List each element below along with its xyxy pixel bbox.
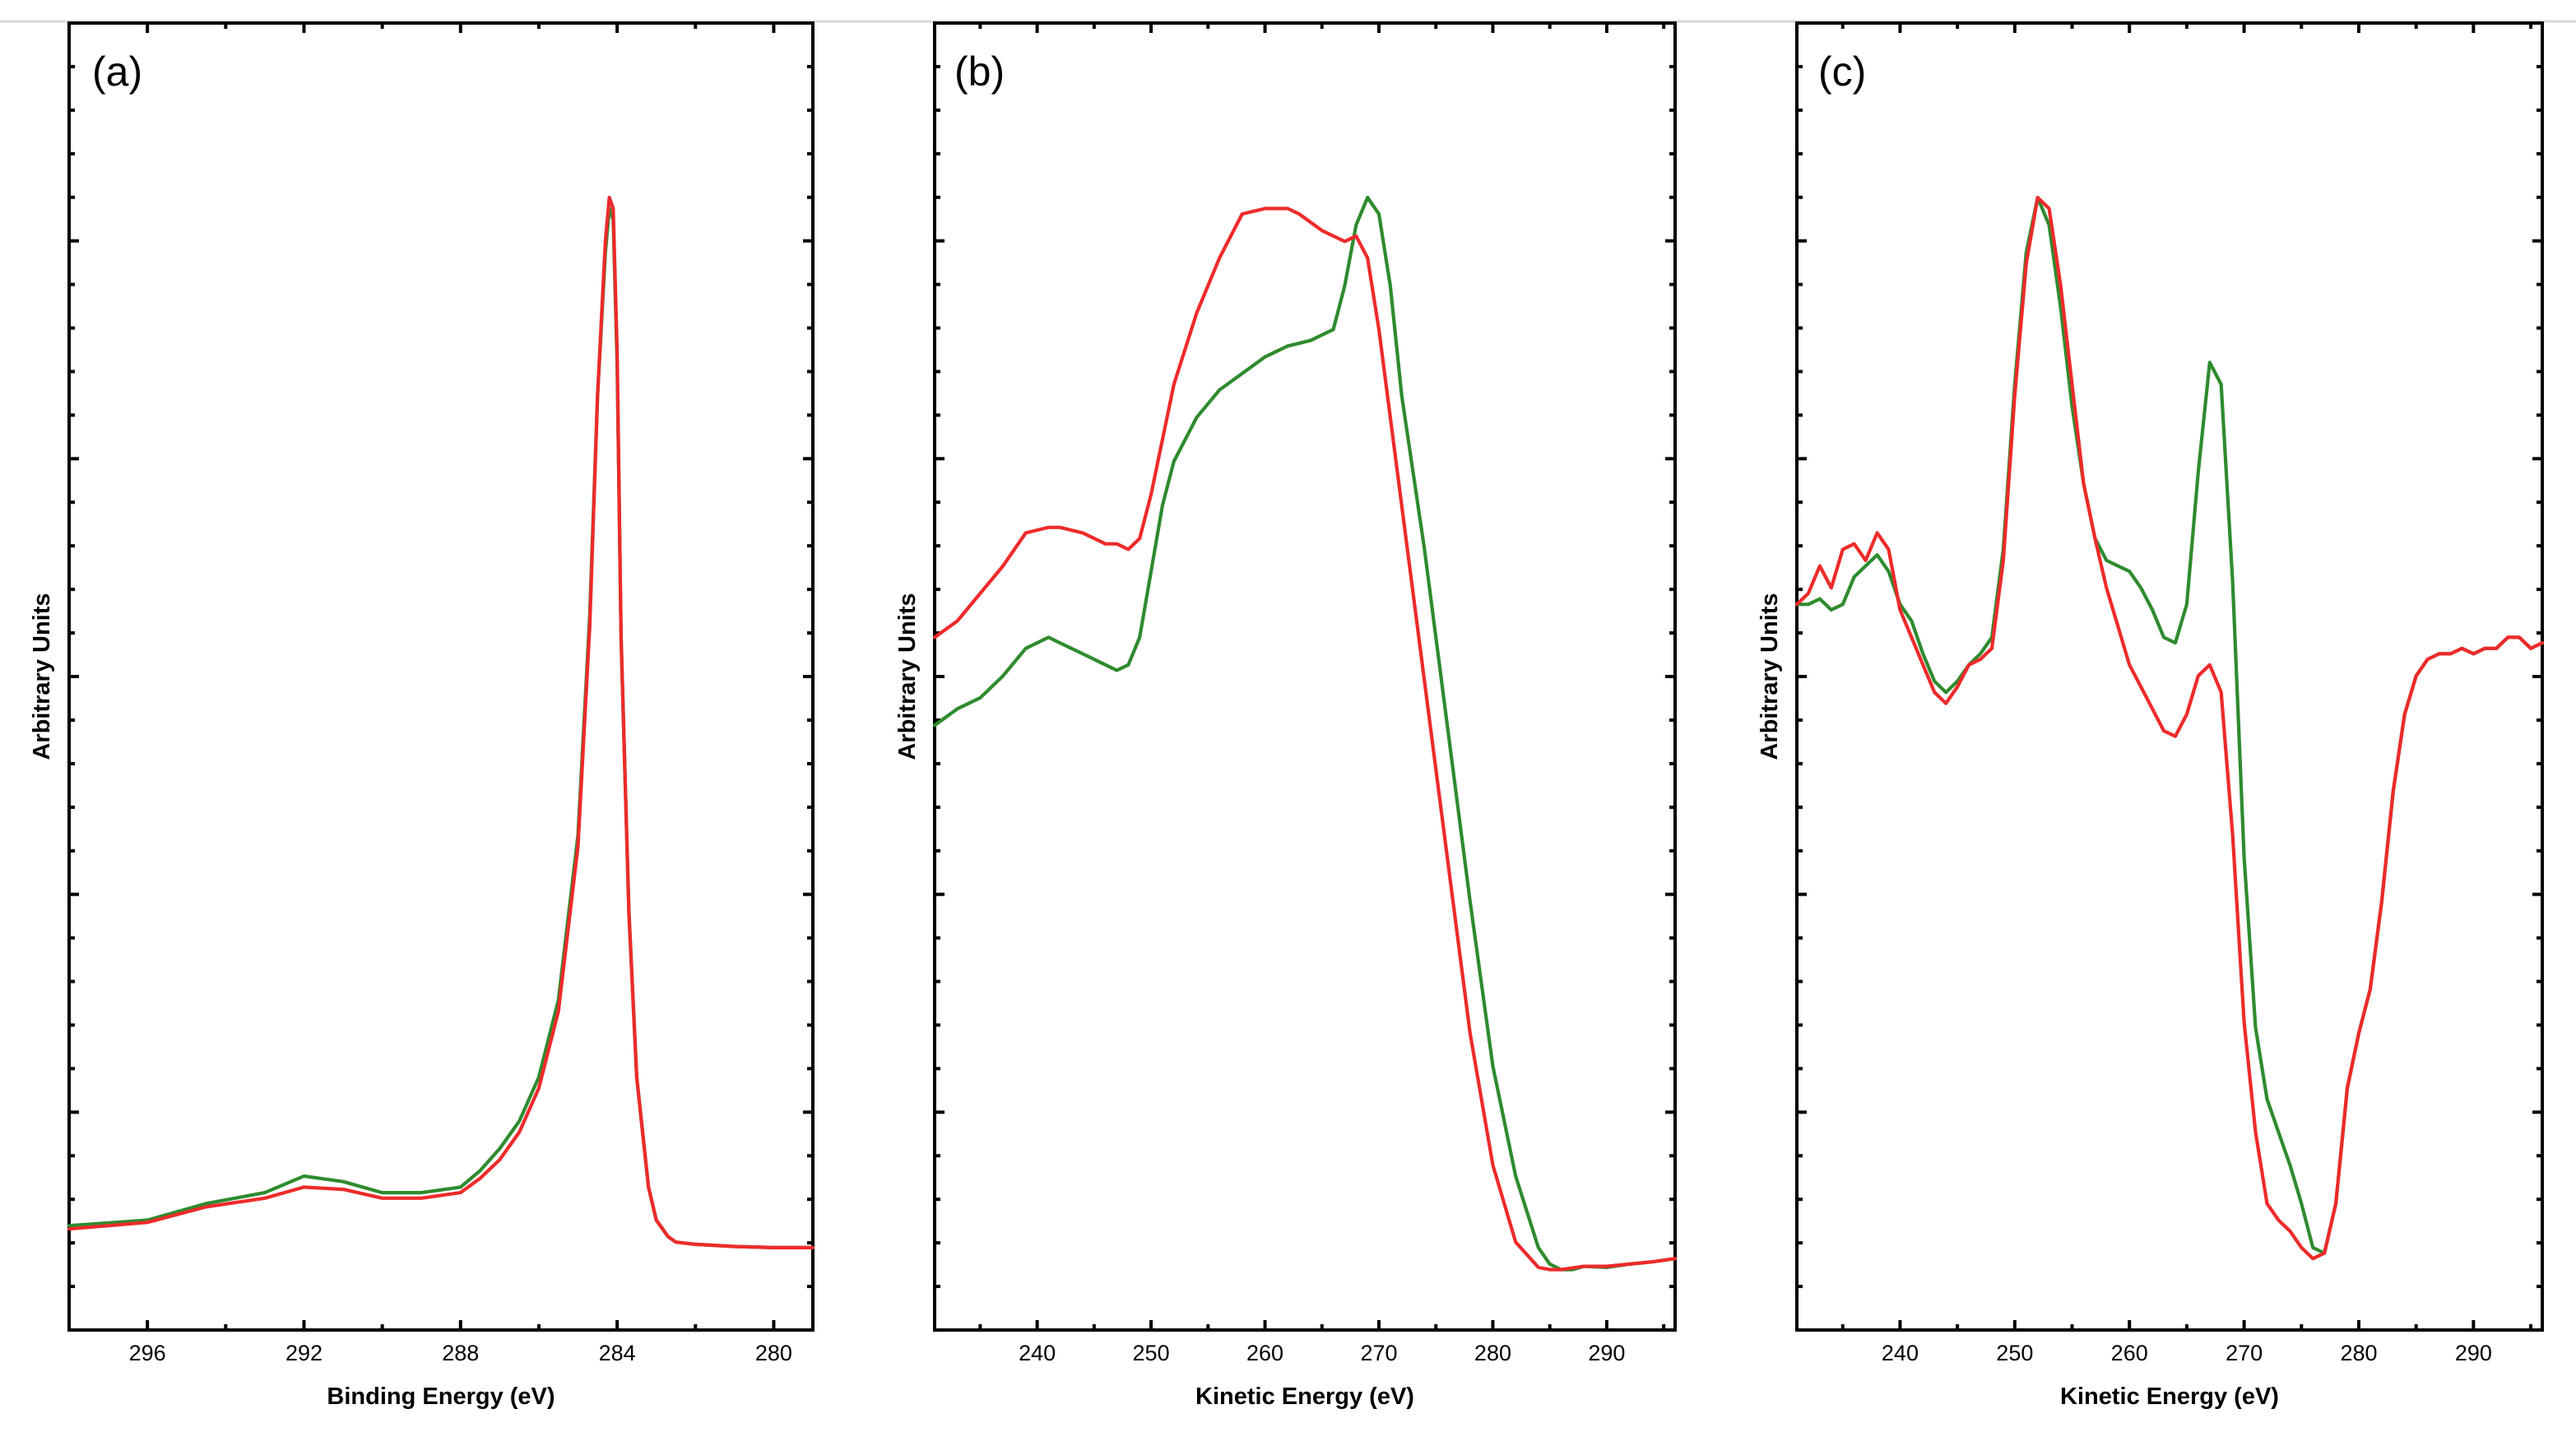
panel-c-series-red [1794,195,2545,1261]
panel-b-x-tick-label: 260 [1246,1341,1283,1365]
panel-a: 296 292 288 284 280 (a) Binding Energy (eV) … [29,21,815,1410]
panel-c-series-green [1794,195,2545,1255]
panel-a-series-green [67,207,815,1250]
panel-a-x-tick-label: 292 [285,1341,323,1365]
panel-b-series-red [932,207,1678,1272]
panel-b-x-axis-label: Kinetic Energy (eV) [1195,1384,1414,1410]
panel-a-series-red [67,195,815,1250]
panel-c-label: (c) [1818,49,1866,95]
panel-a-x-tick-label: 288 [442,1341,479,1365]
panel-b-y-axis-label: Arbitrary Units [894,593,921,760]
panel-c-x-tick-label: 250 [1996,1341,2033,1365]
panel-c-frame [1795,21,2544,1332]
panel-c-y-axis-label: Arbitrary Units [1757,593,1783,760]
panel-a-x-axis-label: Binding Energy (eV) [327,1384,555,1410]
panel-c-x-tick-label: 290 [2455,1341,2492,1365]
panel-b-x-tick-label: 280 [1474,1341,1511,1365]
panel-b: 240 250 260 270 280 290 (b) Kinetic Energy (e… [894,21,1678,1410]
panel-a-label: (a) [92,49,142,95]
panel-b-x-tick-label: 250 [1133,1341,1170,1365]
panel-a-plot-area [67,195,815,1250]
panel-c-x-tick-labels: 240 250 260 270 280 290 [1882,1341,2492,1365]
panel-c-x-tick-label: 240 [1882,1341,1919,1365]
panel-c-x-axis-label: Kinetic Energy (eV) [2060,1384,2279,1410]
panel-b-x-tick-label: 290 [1588,1341,1625,1365]
panel-c-x-tick-label: 280 [2340,1341,2377,1365]
panel-a-x-tick-label: 280 [755,1341,792,1365]
panel-c-plot-area [1794,195,2545,1261]
panel-b-x-tick-label: 270 [1360,1341,1397,1365]
panel-a-y-axis-label: Arbitrary Units [29,593,55,760]
panel-b-x-tick-labels: 240 250 260 270 280 290 [1019,1341,1625,1365]
panel-b-ticks [935,23,1675,1330]
panel-c: 240 250 260 270 280 290 (c) Kinetic Energy (e… [1757,21,2545,1410]
panel-c-x-tick-label: 260 [2111,1341,2148,1365]
panel-b-x-tick-label: 240 [1019,1341,1056,1365]
panel-c-ticks [1797,23,2542,1330]
panel-a-x-tick-label: 284 [599,1341,636,1365]
panel-a-x-tick-label: 296 [129,1341,166,1365]
panel-a-ticks [69,23,813,1330]
panel-a-x-tick-labels: 296 292 288 284 280 [129,1341,792,1365]
panel-b-plot-area [932,195,1678,1272]
panel-a-frame [67,21,815,1332]
panel-c-x-tick-label: 270 [2226,1341,2263,1365]
panel-b-series-green [932,195,1678,1272]
panel-b-label: (b) [954,49,1005,95]
